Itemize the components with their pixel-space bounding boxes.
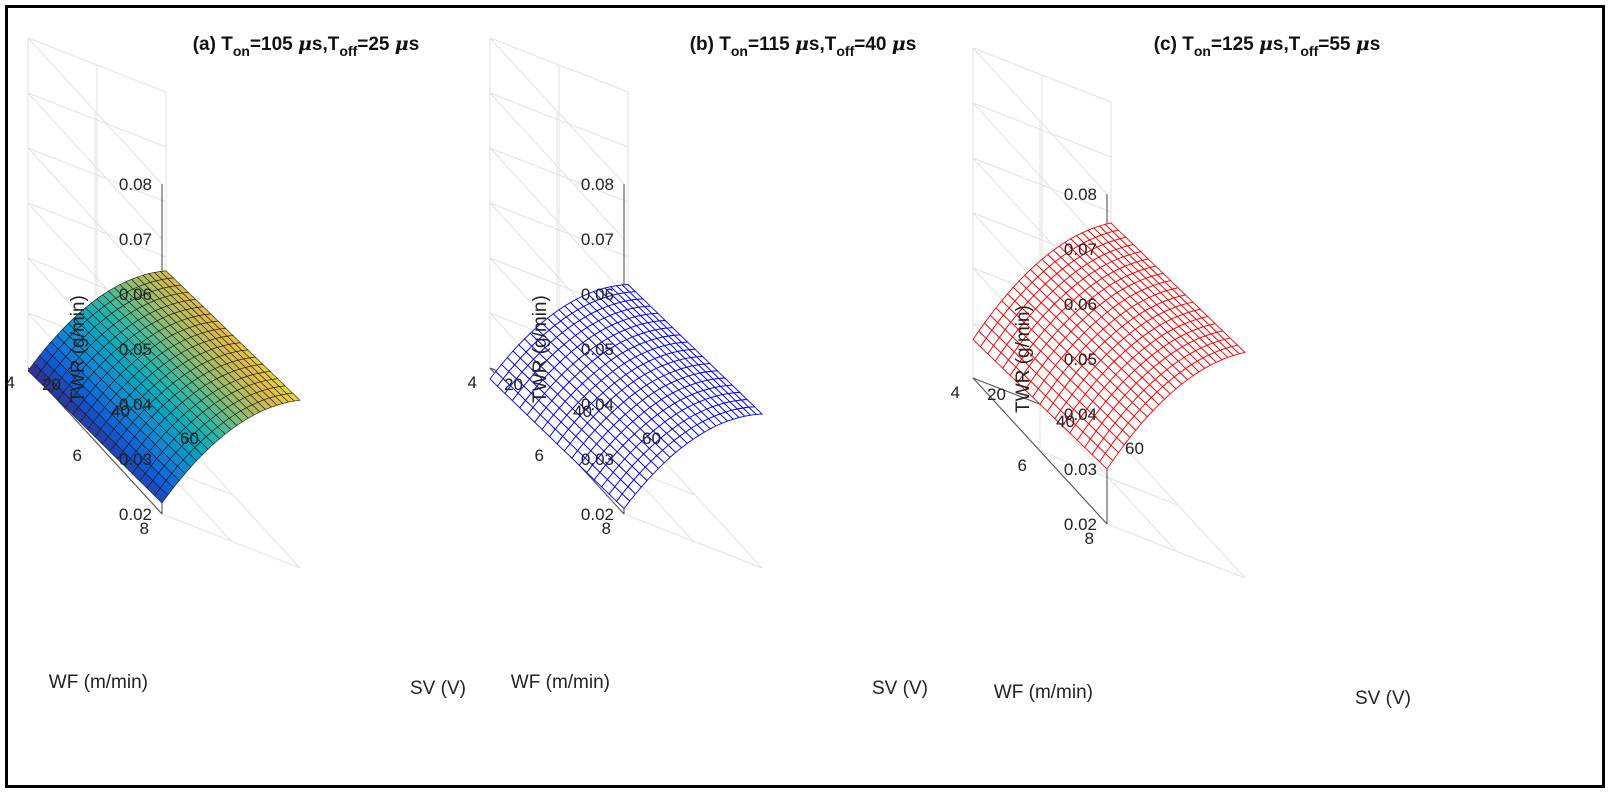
- z-tick-label: 0.06: [1064, 295, 1097, 314]
- x-tick-label: 20: [504, 375, 523, 394]
- surface: [972, 222, 1246, 470]
- z-tick-label: 0.05: [119, 340, 152, 359]
- z-tick-label: 0.02: [581, 505, 614, 524]
- x-tick-labels: 20 40 60: [504, 375, 661, 448]
- surface-cell: [286, 392, 301, 402]
- chart-title: (b) Ton=115 μs,Toff=40 μs: [690, 33, 917, 59]
- x-tick-label: 40: [111, 402, 130, 421]
- z-tick-label: 0.06: [581, 285, 614, 304]
- z-tick-label: 0.04: [581, 395, 614, 414]
- z-tick-label: 0.04: [1064, 405, 1097, 424]
- x-tick-labels: 20 40 60: [987, 385, 1144, 458]
- z-tick-label: 0.08: [1064, 185, 1097, 204]
- panel-a: 0.02 0.03 0.04 0.05 0.06 0.07 0.08 4 6 8 20 40 60 TWR…: [6, 33, 466, 699]
- y-tick-labels: 4 6 8: [951, 383, 1094, 548]
- y-tick-label: 8: [602, 519, 611, 538]
- panel-c: 0.02 0.03 0.04 0.05 0.06 0.07 0.08 4 6 8 20 40 60 TWR…: [951, 33, 1411, 709]
- x-axis-label: SV (V): [1355, 688, 1411, 709]
- z-axis-label: TWR (g/min): [530, 295, 551, 403]
- z-tick-label: 0.02: [119, 505, 152, 524]
- chart-title: (a) Ton=105 μs,Toff=25 μs: [193, 33, 420, 59]
- x-tick-labels: 20 40 60: [42, 375, 199, 448]
- y-tick-labels: 4 6 8: [468, 373, 611, 538]
- z-tick-label: 0.03: [119, 450, 152, 469]
- y-axis-label: WF (m/min): [511, 672, 610, 693]
- z-axis-label: TWR (g/min): [1013, 305, 1034, 413]
- y-tick-label: 4: [468, 373, 477, 392]
- z-tick-labels: 0.02 0.03 0.04 0.05 0.06 0.07 0.08: [581, 175, 614, 524]
- y-tick-label: 6: [73, 446, 82, 465]
- z-tick-label: 0.07: [581, 230, 614, 249]
- surface-cell: [747, 406, 764, 415]
- z-tick-labels: 0.02 0.03 0.04 0.05 0.06 0.07 0.08: [1064, 185, 1097, 534]
- surface: [27, 270, 301, 504]
- y-tick-labels: 4 6 8: [6, 373, 149, 538]
- z-tick-label: 0.02: [1064, 515, 1097, 534]
- z-tick-label: 0.04: [119, 395, 152, 414]
- x-tick-label: 20: [42, 375, 61, 394]
- y-axis-line: [972, 377, 1108, 525]
- x-tick-label: 60: [1125, 439, 1144, 458]
- x-axis-label: SV (V): [872, 678, 928, 699]
- z-tick-label: 0.05: [1064, 350, 1097, 369]
- z-tick-label: 0.06: [119, 285, 152, 304]
- y-axis-label: WF (m/min): [994, 682, 1093, 703]
- y-tick-label: 4: [6, 373, 15, 392]
- z-tick-label: 0.08: [581, 175, 614, 194]
- y-axis-label: WF (m/min): [49, 672, 148, 693]
- surface-cell: [1230, 344, 1246, 355]
- z-tick-label: 0.07: [1064, 240, 1097, 259]
- z-tick-label: 0.03: [1064, 460, 1097, 479]
- z-tick-label: 0.03: [581, 450, 614, 469]
- x-tick-label: 60: [180, 429, 199, 448]
- z-tick-label: 0.05: [581, 340, 614, 359]
- z-tick-labels: 0.02 0.03 0.04 0.05 0.06 0.07 0.08: [119, 175, 152, 524]
- x-tick-label: 40: [573, 402, 592, 421]
- panel-b: 0.02 0.03 0.04 0.05 0.06 0.07 0.08 4 6 8 20 40 60 TWR…: [468, 33, 928, 699]
- y-tick-label: 6: [535, 446, 544, 465]
- x-tick-label: 40: [1056, 412, 1075, 431]
- x-axis-label: SV (V): [410, 678, 466, 699]
- y-tick-label: 4: [951, 383, 960, 402]
- z-tick-label: 0.08: [119, 175, 152, 194]
- y-tick-label: 8: [140, 519, 149, 538]
- y-tick-label: 6: [1018, 456, 1027, 475]
- chart-title: (c) Ton=125 μs,Toff=55 μs: [1154, 33, 1381, 59]
- y-tick-label: 8: [1085, 529, 1094, 548]
- surface: [489, 284, 764, 510]
- x-tick-label: 20: [987, 385, 1006, 404]
- z-axis-label: TWR (g/min): [68, 295, 89, 403]
- figure-frame: [5, 5, 1605, 788]
- z-tick-label: 0.07: [119, 230, 152, 249]
- x-tick-label: 60: [642, 429, 661, 448]
